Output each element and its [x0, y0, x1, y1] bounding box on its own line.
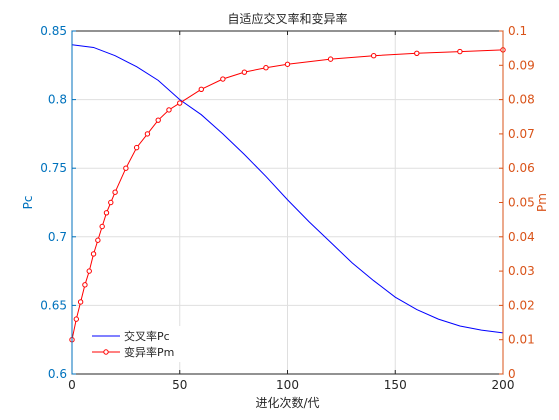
series-point-pm: [133, 144, 140, 151]
legend-marker-pm: [103, 349, 109, 355]
series-point-pm: [95, 237, 101, 243]
series-point-pm: [123, 165, 129, 171]
x-axis-title: 进化次数/代: [255, 395, 319, 410]
x-tick-label: 100: [276, 378, 299, 392]
series-point-pm: [103, 210, 110, 216]
series-point-pm: [99, 223, 105, 230]
y-right-tick-label: 0.07: [508, 127, 535, 141]
x-tick-label: 0: [68, 378, 76, 392]
y-right-tick-label: 0.04: [508, 230, 535, 244]
series-line-pc: [71, 44, 504, 334]
series-point-pm: [77, 299, 84, 305]
series-point-pm: [177, 100, 183, 106]
series-point-pm: [86, 268, 92, 274]
series-point-pm: [371, 52, 377, 59]
y-right-tick-label: 0.06: [508, 161, 535, 175]
series-point-pm: [155, 117, 161, 123]
y-right-tick-label: 0: [508, 367, 516, 381]
series-point-pm: [263, 65, 269, 71]
y-left-tick-label: 0.85: [40, 24, 67, 38]
y-right-tick-label: 0.01: [508, 333, 535, 347]
legend-label-pm: 变异率Pm: [124, 345, 174, 359]
y-left-axis-title: Pc: [21, 196, 35, 210]
series-point-pm: [112, 189, 118, 195]
y-left-tick-label: 0.6: [48, 367, 67, 381]
y-right-tick-label: 0.03: [508, 264, 535, 278]
series-point-pm: [327, 56, 334, 62]
legend-box: [86, 326, 186, 362]
series-point-pm: [90, 251, 97, 257]
y-left-tick-label: 0.75: [40, 161, 67, 175]
grid: [71, 30, 504, 375]
y-right-tick-label: 0.05: [508, 196, 535, 210]
series-point-pm: [166, 107, 172, 113]
y-left-tick-label: 0.7: [48, 230, 67, 244]
series-point-pm: [284, 61, 291, 67]
y-right-axis-title: Pm: [535, 193, 549, 212]
x-tick-label: 50: [172, 378, 187, 392]
legend: 交叉率Pc 变异率Pm: [86, 326, 186, 362]
series-point-pm: [457, 48, 463, 55]
y-right-tick-label: 0.1: [508, 24, 527, 38]
series-point-pm: [241, 69, 248, 75]
series-point-pm: [144, 131, 151, 137]
plot-lines: [69, 44, 506, 343]
series-point-pm: [82, 282, 88, 288]
y-left-tick-label: 0.8: [48, 93, 67, 107]
y-right-tick-label: 0.02: [508, 298, 535, 312]
y-left-tick-label: 0.65: [40, 298, 67, 312]
ticks: 0 50 100 150 200 0.6 0.65 0.7 0.75 0.8 0.85 0 0.01 0.…: [40, 24, 534, 392]
series-point-pm: [414, 50, 420, 56]
series-point-pm: [108, 199, 114, 206]
y-right-tick-label: 0.08: [508, 93, 535, 107]
series-point-pm: [73, 316, 80, 322]
legend-label-pc: 交叉率Pc: [124, 329, 170, 343]
chart-title: 自适应交叉率和变异率: [227, 11, 347, 26]
x-tick-label: 200: [492, 378, 515, 392]
y-right-tick-label: 0.09: [508, 58, 535, 72]
series-point-pm: [220, 76, 226, 82]
series-point-pm: [198, 86, 205, 93]
x-tick-label: 150: [384, 378, 407, 392]
